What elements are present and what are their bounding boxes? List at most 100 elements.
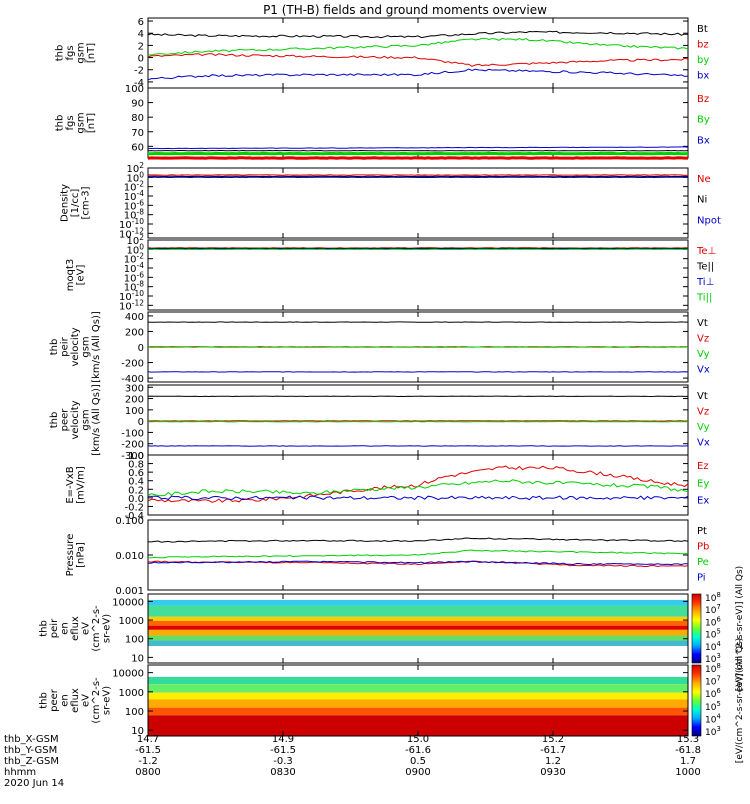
series-line-vy: [148, 347, 688, 348]
y-axis-label-line: sr-eV): [102, 614, 113, 643]
series-line-ey: [148, 480, 688, 496]
legend-entry: Vz: [697, 334, 709, 345]
spectrogram-band: [148, 635, 688, 640]
y-axis-label-line: thb: [49, 412, 60, 429]
y-axis-label-line: eflux: [70, 616, 81, 641]
legend-entry: Ti||: [696, 293, 712, 304]
footer-value-hhmm: 0930: [540, 767, 565, 778]
panel-frame: [148, 385, 688, 455]
y-axis-label-line: [1/cc]: [70, 189, 81, 218]
footer-value-x: 15.3: [677, 734, 699, 745]
y-axis-label-line: gsm: [81, 409, 92, 430]
colorbar-label: [eV/(cm^2-s-sr-eV)] (All Qs): [735, 638, 745, 763]
y-axis-label-line: gsm: [81, 336, 92, 357]
panel-frame: [148, 18, 688, 88]
y-axis-label-line: peer: [49, 688, 60, 712]
y-axis-label-line: gsm: [75, 42, 86, 63]
y-tick-label: 0: [138, 417, 144, 428]
y-tick-label: 70: [131, 128, 144, 139]
y-tick-label: 400: [125, 312, 144, 323]
y-axis-label-line: [nT]: [86, 43, 97, 63]
spectrogram-band: [148, 617, 688, 621]
y-axis-label-line: en: [60, 622, 71, 635]
y-axis-label-line: fgs: [65, 45, 76, 60]
y-axis-label-line: en: [60, 694, 71, 707]
y-tick-label: 2: [138, 41, 144, 52]
y-axis-label-line: [nPa]: [75, 542, 86, 568]
y-axis-label-line: [cm-3]: [81, 186, 92, 219]
y-axis-label-line: thb: [39, 692, 50, 709]
y-axis-label-line: peer: [60, 408, 71, 432]
legend-entry: Vz: [697, 407, 709, 418]
legend-entry: Vy: [697, 349, 710, 360]
y-tick-label: 0: [138, 343, 144, 354]
legend-entry: By: [697, 115, 710, 126]
legend-entry: Vt: [697, 391, 708, 402]
legend-entry: Ey: [697, 478, 709, 489]
colorbar-tick-label: 106: [705, 615, 721, 628]
legend-entry: bx: [697, 71, 709, 82]
footer-value-y: -61.5: [270, 745, 296, 756]
footer-value-hhmm: 0800: [135, 767, 160, 778]
legend-entry: bz: [697, 40, 709, 51]
spectrogram-band: [148, 677, 688, 684]
colorbar-tick-label: 106: [705, 687, 721, 700]
colorbar-tick-label: 104: [705, 640, 721, 653]
y-axis-label-line: moqt3: [65, 259, 76, 292]
series-line-bt: [148, 31, 688, 38]
legend-entry: Npot: [697, 215, 721, 226]
colorbar-tick-label: 107: [705, 603, 721, 616]
y-tick-label: 0.010: [115, 551, 144, 562]
panel-3: 10210010-210-410-610-810-1010-12Density[…: [60, 161, 721, 240]
y-tick-label: -2: [134, 66, 144, 77]
y-axis-label-line: velocity: [70, 400, 81, 439]
colorbar-tick-label: 103: [705, 725, 721, 738]
y-axis-label-line: velocity: [70, 327, 81, 366]
panel-frame: [148, 168, 688, 238]
y-axis-label-line: gsm: [75, 112, 86, 133]
spectrogram-band: [148, 621, 688, 626]
y-tick-label: 10: [131, 653, 144, 664]
y-axis-label: E=-VxB[mV/m]: [65, 466, 87, 504]
legend-entry: Ti⊥: [696, 277, 714, 288]
legend-entry: by: [697, 55, 709, 66]
series-line-bx: [148, 69, 688, 80]
series-line-by: [148, 38, 688, 55]
footer-row-label: thb_Z-GSM: [4, 756, 59, 767]
y-axis-label-line: peir: [60, 336, 71, 356]
legend-entry: Te||: [696, 262, 714, 273]
footer-row-label: thb_X-GSM: [4, 734, 59, 745]
legend-entry: Pe: [697, 557, 709, 568]
footer-value-hhmm: 0900: [405, 767, 430, 778]
spectrogram-band: [148, 600, 688, 606]
footer-value-x: 14.7: [137, 734, 159, 745]
y-axis-label-line: fgs: [65, 115, 76, 130]
y-axis-label-line: E=-VxB: [65, 466, 76, 503]
panel-4: 10210010-210-410-610-810-1010-12moqt3[eV…: [65, 233, 717, 312]
spectrogram-band: [148, 699, 688, 707]
y-tick-label: 10-12: [119, 298, 144, 312]
legend-entry: Pi: [697, 573, 706, 584]
footer-value-z: 1.7: [680, 756, 696, 767]
y-tick-label: 90: [131, 99, 144, 110]
spectrogram-band: [148, 641, 688, 647]
legend-entry: Vx: [697, 365, 710, 376]
legend-entry: Ni: [697, 195, 707, 206]
colorbar-tick-label: 107: [705, 675, 721, 688]
y-tick-label: 100: [125, 406, 144, 417]
y-axis-label: Pressure[nPa]: [65, 534, 87, 577]
y-axis-label-line: thb: [54, 45, 65, 62]
legend-entry: Vt: [697, 318, 708, 329]
y-axis-label-line: sr-eV): [102, 686, 113, 715]
y-axis-label-line: thb: [49, 339, 60, 356]
y-tick-label: 10000: [112, 669, 144, 680]
footer-row-label: 2020 Jun 14: [4, 778, 64, 789]
y-axis-label-line: [km/s (All Qs)]: [91, 311, 102, 383]
y-tick-label: 60: [131, 142, 144, 153]
y-tick-label: 80: [131, 113, 144, 124]
